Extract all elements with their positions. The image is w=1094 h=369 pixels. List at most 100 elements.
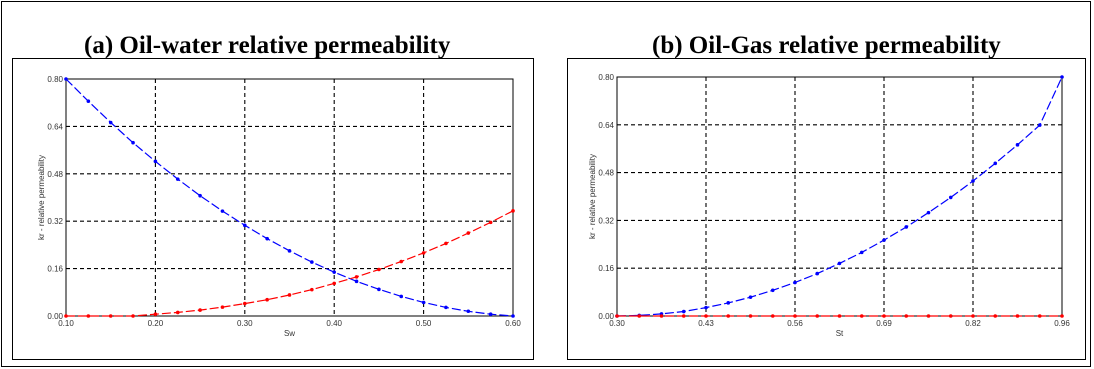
chart0-series-0-point	[265, 236, 269, 241]
chart0-series-0-point	[354, 279, 359, 284]
panel-a-title: (a) Oil-water relative permeability	[84, 32, 451, 59]
chart0-series-1-point	[86, 314, 91, 318]
chart0-series-0-point	[444, 305, 448, 310]
chart0-series-0-point	[175, 177, 180, 181]
chart1-series-0-point	[859, 250, 864, 255]
chart0-series-0-point	[131, 140, 135, 145]
chart1-series-0-point	[681, 309, 686, 314]
chart1-x-tick-label: 0.82	[965, 319, 981, 328]
chart1-series-1-point	[993, 314, 998, 318]
chart1-series-1-point	[971, 314, 975, 318]
chart0-series-0-point	[377, 287, 381, 292]
chart0-x-tick-label: 0.10	[58, 319, 74, 328]
chart0-series-0-point	[421, 300, 426, 305]
chart1-series-1-point	[681, 314, 686, 318]
chart0-series-0-point	[399, 294, 404, 299]
chart0-y-tick-label: 0.48	[47, 170, 63, 179]
chart1-series-1-point	[948, 314, 953, 318]
chart1-series-0-point	[726, 301, 731, 305]
chart1-series-0-point	[748, 295, 753, 299]
chart0-series-1-point	[64, 314, 68, 318]
chart0-series-1-point	[421, 251, 426, 255]
chart1-series-1-point	[748, 314, 753, 318]
chart0-series-1-point	[466, 231, 471, 235]
chart1-x-tick-label: 0.30	[609, 319, 625, 328]
chart0-series-0-point	[243, 223, 247, 228]
panel-b-chart: 0.30 0.43 0.56 0.69 0.82 0.96 0.00 0.16 0.32 0.48…	[567, 58, 1086, 360]
chart0-series-1-point	[377, 267, 381, 272]
chart1-series-1-point	[1015, 314, 1020, 318]
chart0-series-1-point	[488, 220, 493, 225]
chart1-series-0-point	[1060, 75, 1064, 79]
chart1-series-0-point	[1037, 123, 1042, 127]
chart1-series-0-point	[926, 210, 931, 215]
chart1-series-1-point	[704, 314, 708, 318]
chart0-series-1-point	[175, 310, 180, 315]
chart0-x-tick-label: 0.30	[237, 319, 253, 328]
chart1-series-1-point	[882, 314, 886, 318]
chart0-series-0-point	[511, 314, 515, 318]
panel-a-chart: 0.10 0.20 0.30 0.40 0.50 0.60 0.00 0.16 0.32 0.48…	[12, 58, 534, 360]
chart1-y-tick-label: 0.48	[598, 169, 614, 178]
chart1-series-0-point	[904, 225, 909, 229]
chart1-series-1-point	[904, 314, 909, 318]
chart1-y-tick-label: 0.64	[598, 121, 614, 130]
chart1-x-axis-label: St	[836, 329, 844, 338]
chart0-series-0-point	[86, 99, 91, 104]
chart1-series-0-point	[815, 271, 820, 276]
chart1-y-tick-label: 0.00	[598, 312, 614, 321]
chart1-y-axis-label: kr - relative permeability	[588, 154, 597, 239]
chart-b-svg: 0.30 0.43 0.56 0.69 0.82 0.96 0.00 0.16 0.32 0.48…	[588, 73, 1070, 338]
chart0-series-1-point	[354, 275, 359, 279]
chart1-series-1-point	[926, 314, 931, 318]
chart0-series-0-point	[220, 209, 225, 213]
chart0-x-tick-label: 0.20	[148, 319, 164, 328]
chart0-series-0-point	[153, 159, 158, 164]
chart1-plot-area	[616, 76, 1063, 317]
chart1-series-0-point	[882, 238, 886, 242]
chart0-plot-area	[65, 78, 514, 317]
chart1-series-0-point	[993, 161, 998, 166]
chart0-x-tick-label: 0.50	[416, 319, 432, 328]
chart0-series-1-point	[332, 281, 337, 286]
chart0-series-1-point	[444, 241, 448, 246]
chart0-series-1-point	[108, 314, 113, 318]
chart0-series-1-point	[243, 301, 247, 306]
chart1-series-1-point	[1060, 314, 1064, 318]
chart1-series-1-point	[1037, 314, 1042, 318]
chart0-series-1-point	[198, 308, 202, 312]
chart1-series-0-point	[971, 179, 975, 183]
chart1-series-1-point	[859, 314, 864, 318]
chart1-x-tick-label: 0.96	[1054, 319, 1070, 328]
chart-a-svg: 0.10 0.20 0.30 0.40 0.50 0.60 0.00 0.16 0.32 0.48…	[37, 75, 521, 338]
chart0-series-1-point	[153, 312, 158, 317]
chart1-series-0-point	[1015, 143, 1020, 147]
chart0-series-1-point	[220, 305, 225, 309]
panel-b-title: (b) Oil-Gas relative permeability	[652, 32, 1001, 59]
chart1-x-tick-label: 0.43	[698, 319, 714, 328]
chart0-y-tick-label: 0.16	[47, 265, 63, 274]
chart1-series-1-point	[815, 314, 820, 318]
chart1-series-1-point	[770, 314, 775, 318]
chart1-series-0-point	[704, 305, 708, 310]
chart1-series-1-point	[637, 314, 642, 318]
chart1-series-1-point	[659, 314, 664, 318]
chart1-y-tick-label: 0.32	[598, 216, 614, 225]
chart1-x-tick-label: 0.69	[876, 319, 892, 328]
chart0-series-1-point	[511, 209, 515, 213]
chart1-series-0-point	[837, 261, 842, 266]
chart0-series-1-point	[399, 259, 404, 264]
chart0-x-tick-label: 0.60	[505, 319, 521, 328]
chart0-y-tick-label: 0.00	[47, 312, 63, 321]
chart1-series-0-point	[770, 288, 775, 293]
chart0-series-0-point	[287, 249, 292, 253]
chart1-series-0-point	[948, 195, 953, 200]
chart1-series-1-point	[615, 314, 619, 318]
chart0-x-tick-label: 0.40	[326, 319, 342, 328]
chart0-y-tick-label: 0.64	[47, 122, 63, 131]
chart1-series-0-line	[616, 76, 1063, 317]
chart1-y-tick-label: 0.80	[598, 73, 614, 82]
chart0-y-tick-label: 0.80	[47, 75, 63, 84]
chart0-series-0-point	[466, 309, 471, 314]
